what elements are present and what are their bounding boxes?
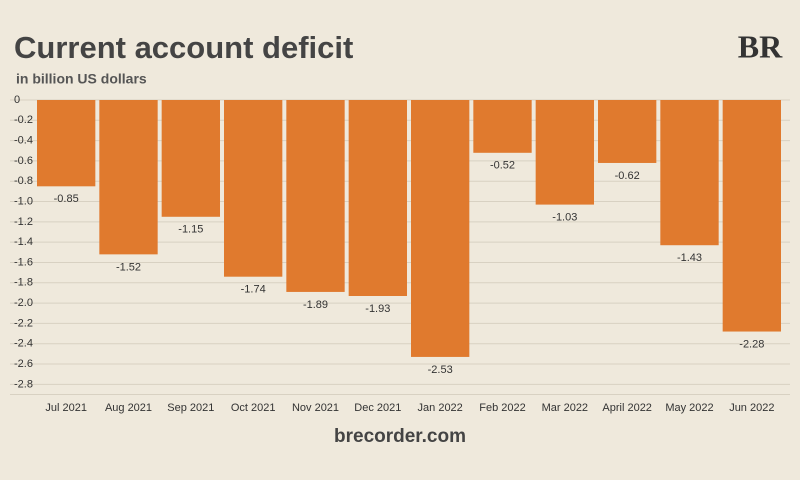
bar <box>660 100 719 246</box>
source: brecorder.com <box>334 426 466 447</box>
value-label: -1.15 <box>178 224 203 236</box>
x-tick-label: Nov 2021 <box>292 402 339 414</box>
y-tick-label: -0.4 <box>14 135 33 147</box>
y-tick-label: -2.4 <box>14 338 33 350</box>
value-label: -1.52 <box>116 261 141 273</box>
x-tick-label: May 2022 <box>665 402 713 414</box>
value-label: -1.43 <box>677 252 702 264</box>
bar <box>722 100 781 332</box>
bar <box>37 100 96 187</box>
y-tick-label: -0.2 <box>14 114 33 126</box>
x-tick-label: Jul 2021 <box>45 402 87 414</box>
bar <box>161 100 220 217</box>
y-tick-label: -1.2 <box>14 216 33 228</box>
value-label: -2.53 <box>428 364 453 376</box>
value-label: -1.03 <box>552 212 577 224</box>
y-tick-label: -1.4 <box>14 236 33 248</box>
value-label: -0.85 <box>54 193 79 205</box>
y-tick-label: -1.6 <box>14 256 33 268</box>
value-label: -2.28 <box>739 338 764 350</box>
y-tick-label: -2.0 <box>14 297 33 309</box>
bar <box>535 100 594 205</box>
bar <box>411 100 470 357</box>
value-label: -1.93 <box>365 303 390 315</box>
logo: BR <box>738 28 783 64</box>
value-label: -0.62 <box>615 170 640 182</box>
chart-title: Current account deficit <box>14 30 353 65</box>
bar <box>286 100 345 292</box>
x-tick-label: Dec 2021 <box>354 402 401 414</box>
y-tick-label: -2.8 <box>14 378 33 390</box>
x-tick-label: Aug 2021 <box>105 402 152 414</box>
y-tick-label: -2.6 <box>14 358 33 370</box>
y-tick-label: -1.0 <box>14 195 33 207</box>
value-label: -1.89 <box>303 299 328 311</box>
y-tick-label: -0.8 <box>14 175 33 187</box>
x-tick-label: Oct 2021 <box>231 402 276 414</box>
bar <box>224 100 283 277</box>
y-tick-label: -0.6 <box>14 155 33 167</box>
x-tick-label: April 2022 <box>602 402 652 414</box>
chart-subtitle: in billion US dollars <box>16 71 147 87</box>
value-label: -1.74 <box>241 284 266 296</box>
y-tick-label: 0 <box>14 94 20 106</box>
y-tick-label: -1.8 <box>14 277 33 289</box>
x-tick-label: Jun 2022 <box>729 402 774 414</box>
value-label: -0.52 <box>490 160 515 172</box>
bar <box>473 100 532 153</box>
bar <box>348 100 407 296</box>
x-tick-label: Sep 2021 <box>167 402 214 414</box>
x-tick-label: Feb 2022 <box>479 402 525 414</box>
y-tick-label: -2.2 <box>14 317 33 329</box>
x-tick-label: Jan 2022 <box>418 402 463 414</box>
bar <box>598 100 657 163</box>
x-tick-label: Mar 2022 <box>542 402 588 414</box>
bar <box>99 100 158 255</box>
